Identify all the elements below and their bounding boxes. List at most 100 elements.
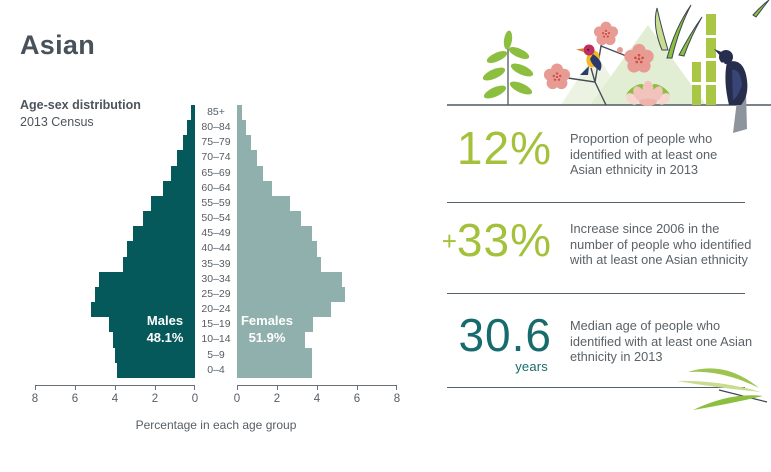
male-bar	[109, 317, 195, 333]
x-axis-males: 8 6 4 2 0	[32, 385, 198, 405]
female-bar	[237, 211, 301, 227]
female-bar	[237, 135, 251, 151]
females-legend-value: 51.9%	[248, 330, 286, 345]
stat-text-line: Median age of people who	[570, 318, 721, 333]
pyramid-row: 55–59	[35, 195, 397, 212]
pyramid-row: 70–74	[35, 150, 397, 166]
pyramid-row: 65–69	[35, 165, 397, 181]
male-bar	[95, 286, 195, 303]
male-bar	[115, 347, 195, 363]
females-legend: Females 51.9%	[222, 312, 312, 346]
female-bar	[237, 105, 242, 121]
stat-prefix: +	[441, 226, 457, 256]
female-bar	[237, 180, 272, 196]
x-axis-females: 0 2 4 6 8	[234, 385, 400, 405]
axis-tick	[237, 386, 238, 390]
pyramid-row: 10–14	[35, 332, 397, 348]
pyramid-row: 60–64	[35, 180, 397, 196]
pyramid-row: 40–44	[35, 241, 397, 257]
female-bar	[237, 362, 312, 378]
stat-text-line: with at least one Asian ethnicity	[570, 252, 748, 267]
bamboo-leaves-icon	[654, 0, 770, 59]
male-bar	[99, 271, 195, 287]
stat-unit: years	[515, 359, 548, 374]
axis-tick-label: 4	[111, 393, 119, 405]
stat-value-text: 33%	[456, 214, 552, 266]
pyramid-row: 0–4	[35, 362, 397, 378]
x-axis-caption: Percentage in each age group	[135, 418, 297, 432]
male-bar	[177, 150, 195, 166]
stat-text-line: Increase since 2006 in the	[570, 221, 720, 236]
stat-median-age-value: 30.6 years	[440, 309, 552, 374]
axis-tick-label: 6	[353, 393, 361, 405]
pyramid-row: 20–24	[35, 302, 397, 318]
kingfisher-bird-icon	[576, 44, 602, 75]
age-group-label: 75–79	[201, 136, 231, 149]
bamboo-leaves-icon	[677, 368, 768, 410]
leaf-plant-icon	[482, 30, 534, 105]
age-group-label: 70–74	[201, 151, 231, 164]
age-group-label: 35–39	[201, 257, 231, 270]
axis-tick	[317, 386, 318, 390]
axis-tick-label: 8	[393, 393, 401, 405]
axis-tick	[357, 386, 358, 390]
bamboo-icon	[692, 14, 716, 105]
stat-text-line: Asian ethnicity in 2013	[570, 162, 699, 177]
age-group-label: 80–84	[201, 121, 231, 134]
female-bar	[237, 226, 312, 242]
female-bar	[237, 165, 263, 181]
stat-text-line: Proportion of people who	[570, 131, 713, 146]
age-group-label: 5–9	[207, 348, 225, 361]
stat-proportion-2013: 12% Proportion of people who identified …	[440, 118, 760, 202]
stat-increase-value: +33%	[440, 214, 552, 266]
axis-tick	[194, 386, 195, 390]
lotus-flower-icon	[625, 80, 671, 106]
asian-theme-illustration	[447, 0, 771, 133]
age-group-label: 55–59	[201, 196, 231, 209]
stat-text-line: number of people who identified	[570, 236, 752, 252]
axis-tick-label: 0	[191, 393, 199, 405]
pyramid-row: 35–39	[35, 256, 397, 272]
male-bar	[133, 226, 195, 242]
stat-text-line: ethnicity in 2013	[570, 349, 663, 364]
male-bar	[91, 302, 195, 318]
chart-subtitle-line2: 2013 Census	[20, 115, 94, 129]
pyramid-row: 75–79	[35, 135, 397, 151]
stat-text-line: identified with at least one	[570, 146, 718, 162]
age-group-label: 25–29	[201, 287, 231, 300]
male-bar	[163, 180, 195, 196]
males-legend-value: 48.1%	[146, 330, 184, 345]
axis-tick-label: 8	[31, 393, 39, 405]
male-bar	[143, 211, 195, 227]
female-bar	[237, 120, 246, 136]
tui-bird-icon	[714, 49, 748, 133]
age-group-label: 10–14	[201, 333, 231, 346]
stat-proportion-description: Proportion of people who identified with…	[570, 131, 717, 178]
age-group-label: 45–49	[201, 227, 231, 240]
male-bar	[187, 120, 195, 136]
male-bar	[117, 362, 195, 378]
stat-increase-since-2006: +33% Increase since 2006 in the number o…	[440, 210, 760, 294]
female-bar	[237, 241, 317, 257]
age-group-label: 15–19	[201, 318, 231, 331]
axis-tick-label: 2	[151, 393, 159, 405]
pyramid-row: 30–34	[35, 271, 397, 287]
axis-tick-label: 4	[313, 393, 321, 405]
male-bar	[183, 135, 195, 151]
axis-tick-label: 2	[273, 393, 281, 405]
age-group-label: 30–34	[201, 272, 231, 285]
axis-tick	[75, 386, 76, 390]
axis-tick	[115, 386, 116, 390]
stats-divider-3	[447, 387, 745, 388]
female-bar	[237, 317, 313, 333]
stat-median-age: 30.6 years Median age of people who iden…	[440, 305, 760, 389]
axis-tick	[396, 386, 397, 390]
female-bar	[237, 256, 321, 272]
male-bar	[113, 332, 195, 348]
male-bar	[127, 241, 195, 257]
males-legend: Males 48.1%	[120, 312, 210, 346]
male-bar	[191, 105, 195, 121]
axis-tick	[35, 386, 36, 390]
female-bar	[237, 302, 331, 318]
population-pyramid-chart: 85+ 80–84 75–79 70–74 65–69 60–64 55–59 50–54 45…	[35, 105, 397, 378]
